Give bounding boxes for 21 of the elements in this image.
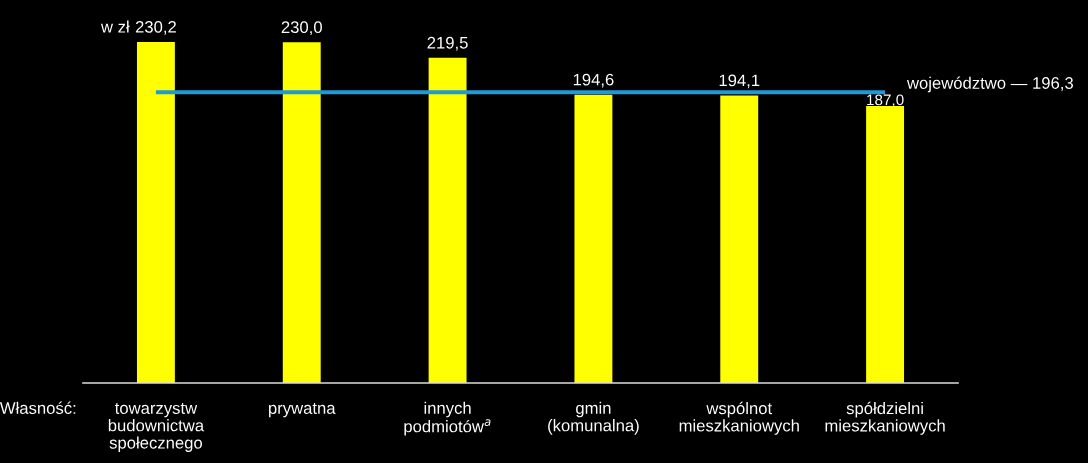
y-axis-title: w zł [100,20,130,33]
bar [428,57,467,383]
x-tick-label: prywatna [269,403,336,418]
x-tick-label: spółdzielni mieszkaniowych [825,401,945,435]
data-label: 219,5 [427,36,468,51]
x-tick-label: wspólnot mieszkaniowych [679,401,799,435]
data-label: 194,6 [573,73,614,88]
bar [136,42,175,383]
ref-line-label: województwo — 196,3 [906,76,1073,93]
bar [866,105,905,383]
data-label: 194,1 [719,74,760,89]
bar [282,42,321,383]
data-label: 230,2 [135,20,176,35]
data-label: 230,0 [281,21,322,36]
bar [574,94,613,383]
x-tick-label: towarzystw budownictwa społecznego [108,403,205,452]
x-tick-label: gmin (komunalna) [548,401,639,435]
x-axis-title: Własność: [0,401,76,414]
bar [720,95,759,383]
x-tick-label: innych podmiotów$^{a}$ [404,401,491,436]
data-label: 187,0 [867,94,904,108]
